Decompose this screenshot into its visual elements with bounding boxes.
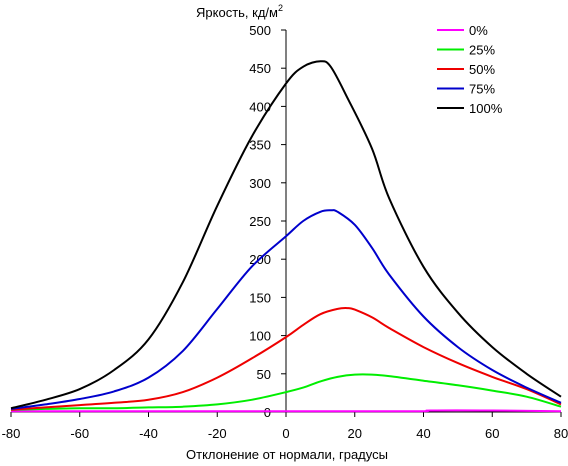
x-tick-label: 0 [282, 426, 289, 441]
y-tick-label: 350 [249, 138, 271, 153]
series-line-25pct [10, 373, 562, 411]
series-line-100pct [10, 60, 562, 410]
legend: 0% 25% 50% 75% 100% [437, 23, 503, 116]
x-tick-label: -80 [2, 426, 21, 441]
series-line-75pct [10, 209, 562, 410]
y-tick-label: 450 [249, 61, 271, 76]
legend-label: 50% [469, 62, 495, 77]
y-axis-label: Яркость, кд/м2 [196, 3, 283, 20]
y-tick-label: 150 [249, 290, 271, 305]
x-tick-label: 80 [554, 426, 568, 441]
y-tick-label: 250 [249, 214, 271, 229]
y-tick-label: 500 [249, 23, 271, 38]
series-line-0pct [11, 409, 562, 413]
x-axis-ticks: -80 -60 -40 -20 0 20 40 60 80 [2, 412, 568, 441]
x-tick-label: 20 [348, 426, 362, 441]
y-tick-label: 0 [264, 405, 271, 420]
x-tick-label: 40 [416, 426, 430, 441]
legend-label: 75% [469, 82, 495, 97]
x-axis-label: Отклонение от нормали, градусы [186, 447, 388, 462]
y-tick-label: 400 [249, 99, 271, 114]
series-line-50pct [10, 307, 562, 411]
x-tick-label: -60 [70, 426, 89, 441]
legend-label: 100% [469, 101, 503, 116]
y-tick-label: 50 [257, 367, 271, 382]
x-tick-label: -20 [208, 426, 227, 441]
y-tick-label: 100 [249, 329, 271, 344]
series-lines [10, 60, 562, 413]
y-tick-label: 300 [249, 176, 271, 191]
legend-label: 25% [469, 43, 495, 58]
legend-label: 0% [469, 23, 488, 38]
x-tick-label: 60 [485, 426, 499, 441]
x-tick-label: -40 [139, 426, 158, 441]
